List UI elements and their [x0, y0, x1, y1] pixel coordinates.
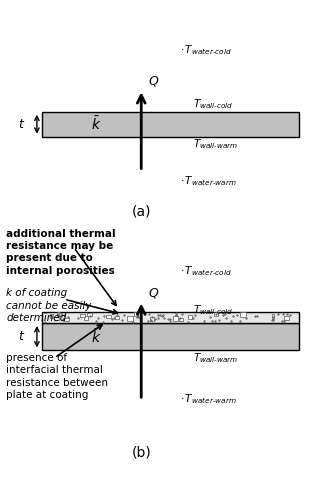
- Text: $\bar{k}$: $\bar{k}$: [91, 115, 101, 133]
- Text: $T_{wall\text{-}warm}$: $T_{wall\text{-}warm}$: [193, 351, 238, 365]
- Bar: [56, 312, 60, 316]
- Bar: [54, 317, 59, 320]
- Text: $\bar{k}$: $\bar{k}$: [91, 328, 101, 346]
- Bar: [63, 318, 69, 322]
- Bar: [134, 312, 137, 316]
- Bar: [150, 317, 154, 322]
- Text: (b): (b): [131, 445, 151, 459]
- Text: $Q$: $Q$: [148, 75, 159, 88]
- Text: additional thermal
resistance may be
present due to
internal porosities: additional thermal resistance may be pre…: [6, 229, 116, 276]
- Text: $T_{wall\text{-}cold}$: $T_{wall\text{-}cold}$: [193, 303, 233, 317]
- Text: $\cdot\,T_{water\text{-}cold}$: $\cdot\,T_{water\text{-}cold}$: [180, 264, 231, 278]
- Bar: [173, 316, 178, 321]
- Text: presence of
interfacial thermal
resistance between
plate at coating: presence of interfacial thermal resistan…: [6, 353, 108, 400]
- Bar: [59, 313, 62, 316]
- Text: k of coating
cannot be easily
determined: k of coating cannot be easily determined: [6, 288, 92, 323]
- Text: $t$: $t$: [18, 118, 25, 131]
- Text: (a): (a): [132, 204, 151, 218]
- Bar: [84, 316, 88, 320]
- Bar: [214, 313, 218, 316]
- Bar: [42, 323, 299, 350]
- Bar: [87, 313, 92, 316]
- Text: $T_{wall\text{-}cold}$: $T_{wall\text{-}cold}$: [193, 97, 233, 111]
- Bar: [42, 312, 299, 323]
- Bar: [272, 314, 274, 319]
- Bar: [50, 314, 53, 318]
- Text: $\cdot\,T_{water\text{-}cold}$: $\cdot\,T_{water\text{-}cold}$: [180, 43, 231, 57]
- Bar: [80, 315, 85, 317]
- Bar: [42, 112, 299, 137]
- Text: $t$: $t$: [18, 331, 25, 343]
- Bar: [127, 316, 133, 321]
- Bar: [188, 315, 192, 319]
- Text: $Q$: $Q$: [148, 286, 159, 300]
- Text: $T_{wall\text{-}warm}$: $T_{wall\text{-}warm}$: [193, 137, 238, 151]
- Bar: [284, 316, 289, 321]
- Text: $\cdot\,T_{water\text{-}warm}$: $\cdot\,T_{water\text{-}warm}$: [180, 174, 236, 188]
- Bar: [115, 316, 119, 319]
- Bar: [240, 312, 246, 317]
- Text: $\cdot\,T_{water\text{-}warm}$: $\cdot\,T_{water\text{-}warm}$: [180, 392, 236, 406]
- Bar: [179, 318, 183, 322]
- Bar: [106, 315, 110, 318]
